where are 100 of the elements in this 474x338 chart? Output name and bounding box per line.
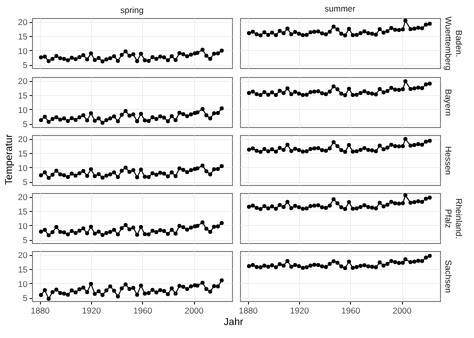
x-tick-label: 1920 bbox=[290, 306, 310, 316]
point bbox=[293, 146, 298, 151]
point bbox=[127, 54, 132, 58]
point bbox=[124, 166, 128, 170]
point bbox=[88, 282, 93, 286]
point bbox=[166, 58, 170, 62]
point bbox=[420, 86, 424, 90]
point bbox=[378, 27, 382, 32]
point bbox=[266, 92, 270, 97]
point bbox=[195, 50, 200, 55]
point bbox=[324, 265, 328, 269]
point bbox=[316, 203, 320, 208]
point bbox=[177, 284, 182, 288]
point bbox=[266, 264, 270, 269]
point bbox=[366, 205, 370, 209]
point bbox=[120, 286, 124, 290]
point bbox=[66, 58, 70, 62]
point bbox=[366, 264, 370, 268]
point bbox=[266, 32, 270, 37]
point bbox=[188, 226, 193, 230]
point bbox=[131, 52, 136, 56]
point bbox=[385, 29, 390, 34]
point bbox=[216, 224, 220, 228]
point bbox=[266, 206, 270, 210]
point bbox=[174, 292, 178, 296]
point bbox=[85, 231, 90, 236]
point bbox=[181, 52, 186, 56]
point bbox=[254, 206, 259, 210]
point bbox=[385, 262, 390, 266]
point bbox=[335, 27, 340, 32]
point bbox=[308, 204, 313, 208]
point bbox=[282, 91, 286, 95]
point bbox=[358, 148, 363, 152]
point bbox=[124, 282, 128, 286]
point bbox=[70, 229, 74, 233]
point bbox=[138, 168, 143, 172]
point bbox=[412, 26, 416, 31]
point bbox=[374, 206, 378, 210]
point bbox=[181, 168, 186, 172]
point bbox=[96, 56, 101, 60]
point bbox=[393, 144, 398, 148]
point bbox=[181, 112, 186, 116]
point bbox=[120, 168, 124, 173]
point bbox=[81, 286, 86, 290]
point bbox=[332, 259, 336, 264]
point bbox=[200, 280, 205, 285]
point bbox=[85, 174, 90, 178]
point bbox=[370, 206, 374, 210]
point bbox=[54, 168, 58, 173]
point bbox=[308, 147, 313, 151]
point bbox=[38, 293, 43, 297]
point bbox=[77, 287, 82, 292]
point bbox=[285, 259, 290, 263]
point bbox=[220, 278, 224, 282]
point bbox=[382, 204, 386, 208]
point bbox=[96, 172, 101, 176]
point bbox=[285, 200, 290, 204]
point bbox=[74, 57, 78, 62]
point bbox=[343, 33, 348, 38]
point bbox=[142, 118, 147, 122]
point bbox=[38, 230, 43, 234]
point bbox=[366, 148, 370, 152]
point bbox=[300, 266, 305, 270]
point bbox=[208, 230, 212, 234]
point bbox=[150, 228, 155, 233]
point bbox=[181, 284, 186, 289]
point bbox=[282, 205, 286, 209]
point bbox=[382, 30, 386, 35]
point bbox=[362, 146, 366, 150]
point bbox=[350, 150, 355, 154]
point bbox=[170, 54, 174, 58]
point bbox=[278, 203, 282, 207]
point bbox=[362, 89, 366, 94]
point bbox=[174, 58, 178, 62]
point bbox=[346, 26, 351, 31]
point bbox=[46, 120, 51, 124]
point bbox=[324, 92, 328, 96]
point bbox=[120, 52, 124, 57]
y-tick-label: 15 bbox=[18, 90, 28, 100]
point bbox=[250, 30, 255, 34]
point bbox=[188, 112, 193, 116]
point bbox=[278, 88, 282, 93]
point bbox=[258, 207, 263, 211]
point bbox=[58, 172, 62, 176]
point bbox=[343, 93, 348, 98]
point bbox=[85, 118, 90, 122]
point bbox=[262, 90, 266, 94]
point bbox=[396, 28, 401, 32]
point bbox=[262, 264, 266, 268]
point bbox=[50, 172, 55, 177]
point bbox=[296, 32, 301, 36]
point bbox=[258, 93, 263, 97]
point bbox=[428, 254, 432, 258]
point bbox=[320, 91, 324, 96]
point bbox=[250, 263, 255, 267]
point bbox=[195, 110, 200, 114]
point bbox=[150, 171, 155, 176]
point bbox=[428, 138, 432, 143]
y-tick-label: 20 bbox=[18, 76, 28, 86]
point bbox=[204, 54, 208, 58]
